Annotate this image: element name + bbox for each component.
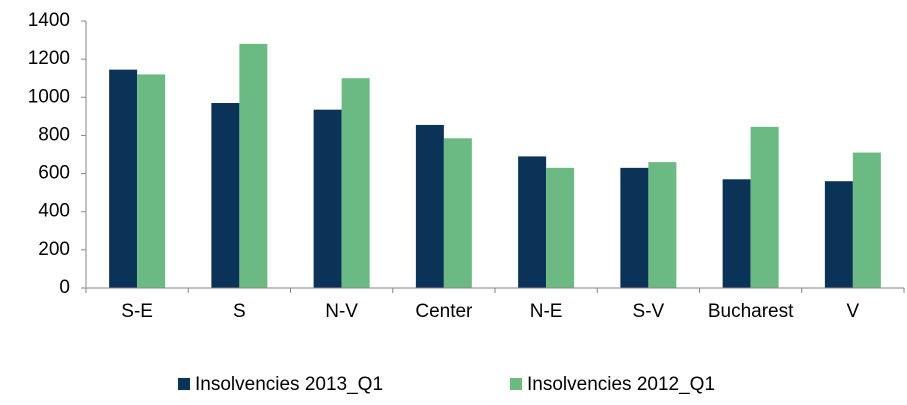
bar bbox=[211, 103, 240, 288]
bar bbox=[239, 43, 268, 289]
x-tick-label: S-E bbox=[121, 301, 153, 322]
y-tick-label: 600 bbox=[38, 163, 70, 184]
bar bbox=[518, 156, 547, 288]
bar bbox=[313, 109, 342, 288]
bar bbox=[750, 126, 779, 288]
bar bbox=[109, 69, 138, 288]
bar bbox=[722, 179, 751, 288]
x-tick-label: Bucharest bbox=[708, 301, 794, 322]
x-tick-label: Center bbox=[415, 301, 473, 322]
y-tick-label: 400 bbox=[38, 201, 70, 222]
y-tick-label: 0 bbox=[59, 277, 70, 298]
x-tick-label: S-V bbox=[633, 301, 665, 322]
x-tick-label: V bbox=[847, 301, 860, 322]
bar bbox=[341, 78, 370, 288]
x-tick-label: N-E bbox=[530, 301, 563, 322]
y-tick-label: 200 bbox=[38, 239, 70, 260]
y-tick-label: 1400 bbox=[28, 10, 70, 31]
legend-label: Insolvencies 2013_Q1 bbox=[195, 374, 383, 395]
bar bbox=[546, 167, 575, 288]
x-tick-label: S bbox=[233, 301, 246, 322]
legend-swatch bbox=[510, 378, 522, 390]
bar bbox=[824, 181, 853, 288]
bar bbox=[137, 74, 166, 289]
y-tick-label: 1000 bbox=[28, 86, 70, 107]
y-tick-label: 800 bbox=[38, 124, 70, 145]
bar bbox=[852, 152, 881, 288]
legend-swatch bbox=[178, 378, 190, 390]
x-tick-label: N-V bbox=[325, 301, 358, 322]
bar bbox=[648, 162, 677, 288]
legend-label: Insolvencies 2012_Q1 bbox=[527, 374, 715, 395]
bar bbox=[443, 138, 472, 288]
y-tick-label: 1200 bbox=[28, 48, 70, 69]
bar bbox=[620, 167, 649, 288]
bar bbox=[415, 124, 444, 288]
